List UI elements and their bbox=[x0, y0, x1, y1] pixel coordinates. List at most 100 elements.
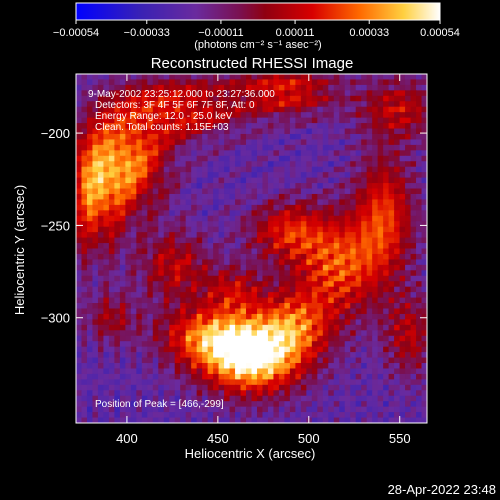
heatmap-cell bbox=[180, 128, 187, 135]
heatmap-cell bbox=[383, 183, 390, 190]
heatmap-cell bbox=[119, 243, 126, 250]
heatmap-cell bbox=[267, 106, 275, 113]
heatmap-cell bbox=[174, 406, 181, 413]
heatmap-cell bbox=[339, 363, 346, 370]
heatmap-cell bbox=[76, 363, 83, 370]
heatmap-cell bbox=[421, 253, 427, 260]
heatmap-cell bbox=[86, 297, 94, 304]
heatmap-cell bbox=[229, 292, 236, 299]
heatmap-cell bbox=[344, 330, 351, 337]
heatmap-cell bbox=[136, 281, 143, 288]
heatmap-cell bbox=[169, 346, 176, 353]
heatmap-cell bbox=[394, 401, 401, 408]
heatmap-cell bbox=[311, 346, 318, 353]
heatmap-cell bbox=[421, 324, 427, 331]
heatmap-cell bbox=[251, 117, 258, 124]
heatmap-cell bbox=[267, 401, 275, 408]
heatmap-cell bbox=[136, 259, 143, 266]
heatmap-cell bbox=[317, 112, 324, 119]
heatmap-cell bbox=[306, 79, 313, 86]
heatmap-cell bbox=[185, 390, 192, 397]
heatmap-cell bbox=[339, 79, 346, 86]
heatmap-cell bbox=[196, 303, 203, 310]
heatmap-cell bbox=[180, 368, 187, 375]
heatmap-cell bbox=[262, 133, 269, 141]
heatmap-cell bbox=[311, 357, 318, 364]
heatmap-cell bbox=[273, 275, 280, 282]
heatmap-cell bbox=[394, 166, 401, 173]
heatmap-cell bbox=[147, 232, 154, 239]
heatmap-cell bbox=[394, 384, 401, 391]
heatmap-cell bbox=[125, 379, 132, 386]
heatmap-cell bbox=[191, 303, 198, 310]
heatmap-cell bbox=[372, 215, 379, 222]
heatmap-cell bbox=[317, 95, 324, 102]
heatmap-cell bbox=[180, 215, 187, 222]
heatmap-cell bbox=[114, 253, 121, 260]
heatmap-cell bbox=[262, 237, 269, 244]
heatmap-cell bbox=[344, 193, 351, 201]
heatmap-cell bbox=[388, 368, 395, 375]
heatmap-cell bbox=[344, 139, 351, 146]
heatmap-cell bbox=[207, 357, 214, 364]
heatmap-cell bbox=[350, 226, 357, 233]
heatmap-cell bbox=[284, 106, 291, 113]
heatmap-cell bbox=[256, 117, 264, 124]
heatmap-cell bbox=[256, 177, 264, 184]
heatmap-cell bbox=[240, 335, 247, 342]
heatmap-cell bbox=[235, 324, 242, 331]
heatmap-cell bbox=[251, 215, 258, 222]
heatmap-cell bbox=[399, 123, 406, 130]
heatmap-cell bbox=[180, 84, 187, 91]
heatmap-cell bbox=[191, 79, 198, 86]
heatmap-cell bbox=[108, 341, 115, 348]
heatmap-cell bbox=[103, 150, 110, 157]
heatmap-cell bbox=[213, 139, 220, 146]
heatmap-cell bbox=[372, 341, 379, 348]
heatmap-cell bbox=[174, 204, 181, 211]
heatmap-cell bbox=[240, 226, 247, 233]
heatmap-cell bbox=[289, 357, 296, 364]
heatmap-cell bbox=[136, 286, 143, 293]
heatmap-cell bbox=[174, 368, 181, 375]
heatmap-cell bbox=[372, 210, 379, 217]
heatmap-cell bbox=[344, 346, 351, 353]
heatmap-cell bbox=[322, 204, 329, 211]
heatmap-cell bbox=[295, 270, 302, 277]
heatmap-cell bbox=[202, 275, 209, 282]
heatmap-cell bbox=[130, 133, 137, 141]
heatmap-cell bbox=[300, 95, 307, 102]
heatmap-cell bbox=[119, 172, 126, 179]
heatmap-cell bbox=[295, 373, 302, 380]
heatmap-cell bbox=[158, 297, 165, 304]
heatmap-cell bbox=[169, 406, 176, 413]
heatmap-cell bbox=[339, 319, 346, 326]
heatmap-cell bbox=[185, 297, 192, 304]
heatmap-cell bbox=[262, 275, 269, 282]
heatmap-cell bbox=[152, 308, 159, 315]
heatmap-cell bbox=[97, 281, 105, 288]
heatmap-cell bbox=[295, 243, 302, 250]
heatmap-cell bbox=[383, 112, 390, 119]
heatmap-cell bbox=[141, 177, 148, 184]
heatmap-cell bbox=[300, 253, 307, 260]
heatmap-cell bbox=[262, 341, 269, 348]
heatmap-cell bbox=[196, 243, 203, 250]
heatmap-cell bbox=[366, 188, 373, 195]
heatmap-cell bbox=[97, 313, 105, 320]
heatmap-cell bbox=[191, 401, 198, 408]
heatmap-cell bbox=[92, 172, 99, 179]
heatmap-cell bbox=[372, 139, 379, 146]
heatmap-cell bbox=[119, 313, 126, 320]
heatmap-cell bbox=[163, 319, 170, 326]
heatmap-cell bbox=[147, 390, 154, 397]
heatmap-cell bbox=[328, 412, 335, 419]
heatmap-cell bbox=[366, 363, 373, 370]
heatmap-cell bbox=[256, 346, 264, 353]
heatmap-cell bbox=[377, 161, 384, 168]
heatmap-cell bbox=[306, 133, 313, 141]
heatmap-cell bbox=[262, 297, 269, 304]
heatmap-cell bbox=[229, 166, 236, 173]
heatmap-cell bbox=[229, 210, 236, 217]
heatmap-cell bbox=[284, 79, 291, 86]
